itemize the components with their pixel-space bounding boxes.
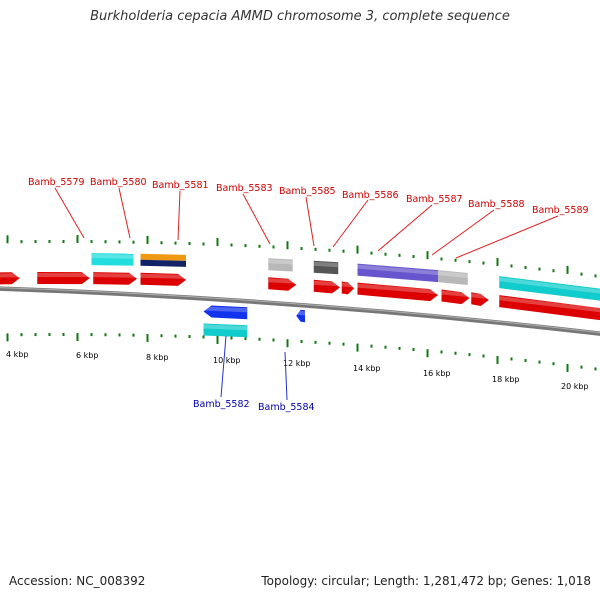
feature-highlight: [93, 273, 137, 278]
callout-line-bamb-5584: [284, 351, 288, 401]
feature-highlight: [438, 271, 468, 278]
feature-highlight: [357, 264, 438, 276]
cds-arrow[interactable]: [341, 281, 354, 295]
feature-highlight: [471, 293, 489, 300]
kbp-scale-labels: 4 kbp 6 kbp 8 kbp 10 kbp 12 kbp 14 kbp 1…: [6, 350, 589, 391]
feature-highlight: [499, 277, 600, 294]
callout-line-bamb-5580: [118, 187, 131, 239]
gene-label-bamb-5586[interactable]: Bamb_5586: [342, 190, 399, 201]
feature-highlight: [203, 324, 248, 331]
feature-highlight: [268, 278, 297, 284]
callout-line-bamb-5588: [431, 209, 495, 256]
kbp-label-20: 20 kbp: [561, 382, 589, 391]
callout-line-bamb-5582: [220, 335, 227, 398]
feature-highlight: [296, 310, 305, 316]
gene-label-bamb-5585[interactable]: Bamb_5585: [279, 186, 336, 197]
gene-label-bamb-5587[interactable]: Bamb_5587: [406, 194, 463, 205]
cds-arrow[interactable]: [0, 272, 20, 285]
cds-arrow[interactable]: [441, 289, 470, 305]
feature-highlight: [313, 280, 340, 287]
feature-highlight: [0, 273, 20, 278]
cds-arrow[interactable]: [471, 292, 489, 307]
gene-label-bamb-5580[interactable]: Bamb_5580: [90, 177, 147, 188]
kbp-label-10: 10 kbp: [213, 356, 241, 365]
kbp-label-12: 12 kbp: [283, 359, 311, 368]
feature-highlight: [441, 290, 470, 298]
callout-line-bamb-5583: [242, 193, 271, 245]
topology-text: Topology: circular; Length: 1,281,472 bp…: [261, 574, 591, 588]
feature-block[interactable]: [499, 276, 600, 306]
cds-arrow[interactable]: [268, 277, 297, 291]
callout-line-bamb-5586: [332, 199, 369, 248]
callout-line-bamb-5589: [455, 215, 559, 259]
scale-ticks: [6, 235, 597, 372]
feature-block-orange[interactable]: [140, 253, 187, 261]
feature-highlight: [357, 283, 438, 295]
reverse-gene-labels: Bamb_5582 Bamb_5584: [193, 335, 315, 413]
callout-line-bamb-5581: [177, 190, 181, 241]
kbp-label-8: 8 kbp: [146, 353, 168, 362]
feature-highlight: [341, 282, 354, 288]
kbp-label-4: 4 kbp: [6, 350, 28, 359]
chromosome-backbone-highlight: [0, 287, 600, 334]
cds-arrow[interactable]: [37, 272, 90, 285]
forward-gene-labels: Bamb_5579 Bamb_5580 Bamb_5581 Bamb_5583 …: [28, 177, 589, 259]
kbp-label-6: 6 kbp: [76, 351, 98, 360]
feature-block[interactable]: [203, 323, 248, 338]
feature-block[interactable]: [357, 263, 439, 283]
kbp-label-14: 14 kbp: [353, 364, 381, 373]
feature-highlight: [91, 254, 134, 259]
callout-line-bamb-5587: [377, 204, 433, 252]
kbp-label-18: 18 kbp: [492, 375, 520, 384]
map-title: Burkholderia cepacia AMMD chromosome 3, …: [90, 9, 510, 24]
feature-block[interactable]: [268, 258, 293, 272]
callout-line-bamb-5579: [54, 187, 85, 239]
gene-label-bamb-5583[interactable]: Bamb_5583: [216, 183, 273, 194]
cds-arrow[interactable]: [499, 295, 600, 322]
gene-label-bamb-5581[interactable]: Bamb_5581: [152, 180, 209, 191]
feature-block[interactable]: [91, 253, 134, 266]
cds-arrow[interactable]: [296, 309, 305, 323]
cds-arrow[interactable]: [203, 305, 248, 320]
cds-arrow[interactable]: [140, 272, 187, 286]
feature-block-navy[interactable]: [140, 259, 187, 267]
gene-label-bamb-5579[interactable]: Bamb_5579: [28, 177, 85, 188]
accession-text: Accession: NC_008392: [9, 574, 146, 588]
gene-label-bamb-5582[interactable]: Bamb_5582: [193, 399, 250, 410]
cds-arrow[interactable]: [313, 279, 340, 294]
gene-label-bamb-5588[interactable]: Bamb_5588: [468, 199, 525, 210]
feature-highlight: [140, 273, 186, 279]
feature-highlight: [203, 306, 248, 313]
kbp-label-16: 16 kbp: [423, 369, 451, 378]
gene-label-bamb-5584[interactable]: Bamb_5584: [258, 402, 315, 413]
feature-highlight: [37, 273, 90, 278]
feature-highlight: [313, 261, 339, 268]
feature-block[interactable]: [313, 260, 339, 275]
cds-arrow[interactable]: [357, 282, 439, 302]
callout-line-bamb-5585: [305, 196, 315, 247]
feature-highlight: [268, 259, 293, 265]
gene-label-bamb-5589[interactable]: Bamb_5589: [532, 205, 589, 216]
feature-block[interactable]: [438, 270, 468, 285]
feature-highlight: [499, 296, 600, 313]
gene-features: [0, 253, 600, 338]
chromosome-backbone: [0, 286, 600, 336]
cds-arrow[interactable]: [93, 272, 137, 285]
